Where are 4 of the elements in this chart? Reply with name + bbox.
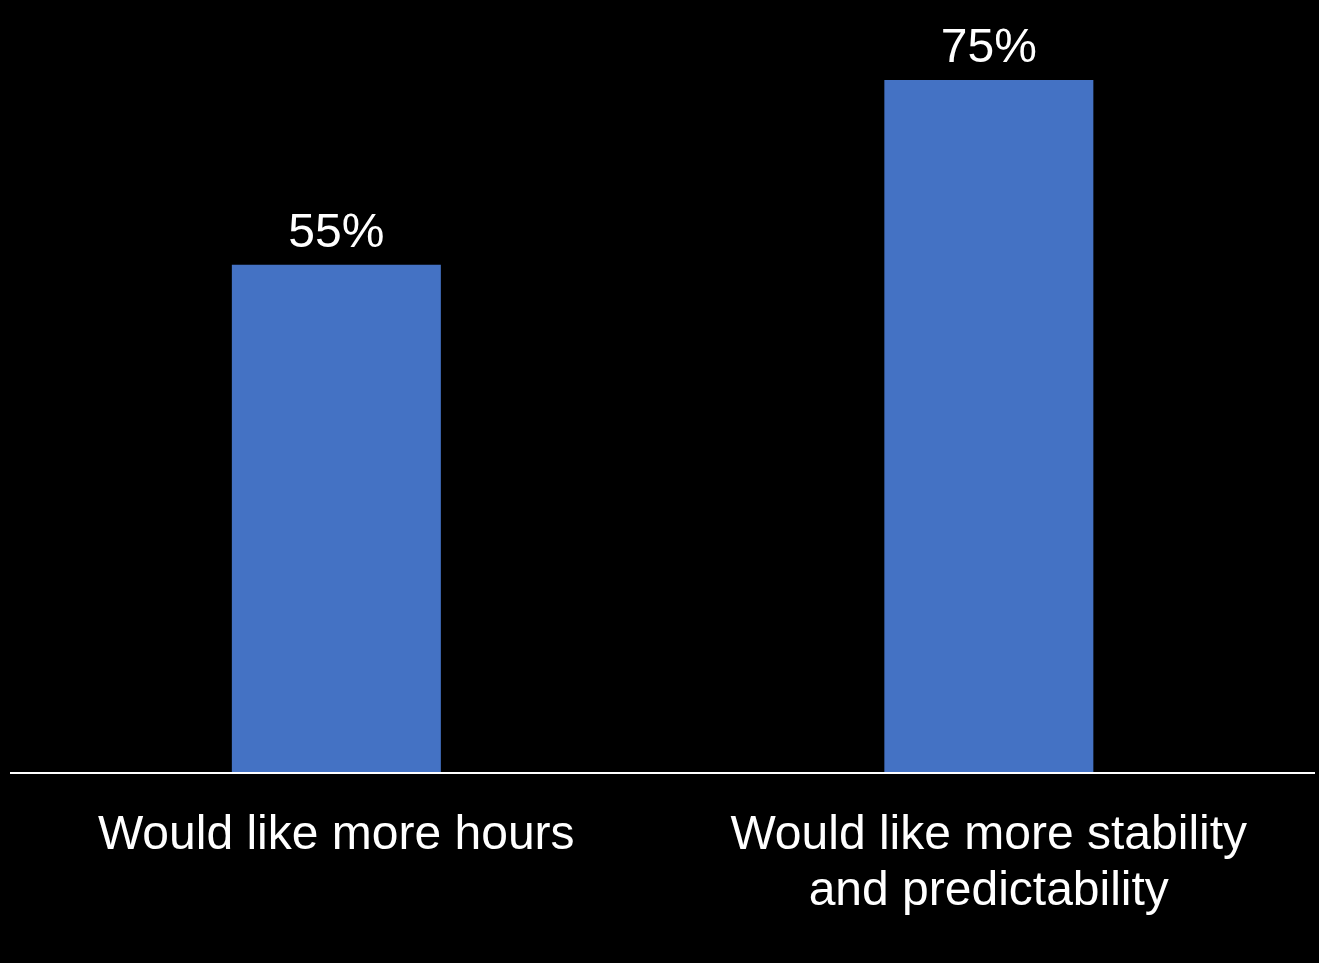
x-tick-label: Would like more stability and predictability — [730, 806, 1248, 915]
data-label: 55% — [288, 203, 385, 257]
x-tick-label: Would like more hours — [97, 806, 575, 860]
data-label: 75% — [940, 19, 1037, 72]
